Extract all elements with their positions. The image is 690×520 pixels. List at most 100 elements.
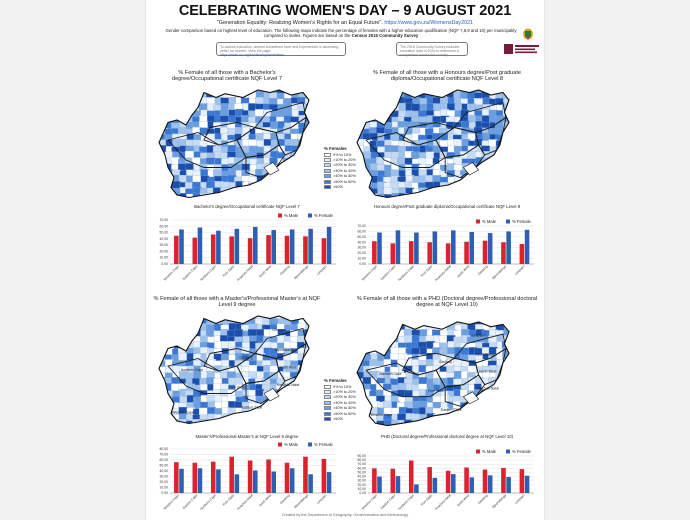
municipality — [516, 413, 525, 421]
municipality — [482, 164, 491, 172]
municipality — [504, 189, 513, 197]
municipality — [270, 182, 279, 190]
municipality — [524, 146, 533, 154]
municipality — [326, 194, 335, 202]
bar-female — [308, 474, 313, 493]
bar-female — [216, 469, 221, 493]
municipality — [207, 313, 216, 321]
municipality — [312, 342, 321, 350]
info-left-link[interactable]: https://www.un.org/en/development/desa/.… — [220, 53, 342, 57]
municipality — [524, 157, 533, 165]
bar-chart-nqf9: 0,0010,0020,0030,0040,0050,0060,0070,008… — [150, 441, 342, 513]
municipality — [349, 115, 357, 123]
municipality — [523, 336, 532, 344]
municipality — [318, 324, 327, 332]
municipality — [305, 361, 314, 369]
municipality — [356, 421, 365, 429]
municipality — [313, 318, 322, 326]
municipality — [262, 426, 271, 432]
municipality — [511, 104, 520, 112]
municipality — [517, 389, 526, 397]
municipality — [234, 427, 243, 432]
municipality — [313, 152, 322, 160]
municipality — [364, 111, 373, 119]
municipality — [539, 383, 541, 391]
municipality — [355, 414, 364, 422]
chart-legend-label: % Male — [284, 442, 299, 447]
bar-male — [427, 467, 432, 493]
municipality — [152, 359, 161, 367]
subtitle-link[interactable]: https://www.gov.za/WomensDay2021 — [384, 20, 473, 26]
municipality — [482, 402, 491, 410]
municipality — [355, 331, 364, 338]
municipality — [530, 349, 539, 357]
chart-legend-label: % Female — [512, 449, 532, 454]
municipality — [364, 318, 373, 325]
municipality — [306, 365, 315, 373]
municipality — [469, 177, 478, 185]
municipality — [151, 336, 160, 344]
y-tick-label: 60,00 — [160, 224, 169, 228]
municipality — [312, 330, 321, 338]
municipality — [469, 408, 478, 416]
municipality — [539, 157, 541, 165]
municipality — [306, 86, 315, 93]
x-tick-label: Eastern Cape — [182, 264, 199, 281]
municipality — [311, 110, 320, 118]
municipality — [276, 414, 285, 422]
municipality — [313, 147, 322, 155]
municipality — [490, 414, 499, 422]
municipality — [503, 164, 512, 172]
municipality — [538, 324, 541, 332]
municipality — [391, 86, 400, 94]
chart-legend-swatch — [476, 450, 480, 454]
municipality — [509, 396, 518, 404]
municipality — [271, 176, 280, 184]
municipality — [384, 337, 393, 345]
y-tick-label: 20,00 — [160, 480, 169, 484]
municipality — [530, 325, 539, 333]
municipality — [538, 163, 541, 171]
municipality — [523, 347, 532, 355]
y-tick-label: 60,00 — [160, 458, 169, 462]
municipality — [305, 372, 314, 380]
municipality — [496, 86, 505, 93]
municipality — [510, 116, 519, 124]
x-tick-label: KwaZulu-Natal — [434, 493, 452, 511]
municipality — [349, 104, 358, 112]
bar-female — [469, 232, 474, 264]
y-tick-label: 40,00 — [160, 469, 169, 473]
y-tick-label: 50,00 — [160, 231, 169, 235]
municipality — [312, 97, 321, 105]
municipality — [504, 414, 513, 422]
municipality — [326, 105, 335, 113]
municipality — [350, 158, 359, 166]
municipality — [539, 371, 541, 379]
municipality — [151, 318, 159, 326]
municipality — [539, 146, 541, 154]
municipality — [530, 127, 539, 135]
municipality — [221, 86, 230, 94]
municipality — [511, 325, 520, 333]
municipality — [227, 195, 236, 203]
y-tick-label: 0,00 — [359, 491, 366, 495]
municipality — [531, 395, 540, 403]
municipality — [207, 97, 216, 105]
municipality — [495, 396, 504, 404]
municipality — [440, 194, 449, 202]
chart-legend-swatch — [506, 220, 510, 224]
municipality — [305, 165, 314, 173]
x-tick-label: Gauteng — [279, 493, 291, 505]
municipality — [186, 318, 195, 326]
municipality — [517, 110, 526, 118]
municipality — [332, 115, 341, 123]
municipality — [524, 195, 533, 203]
municipality — [530, 170, 539, 178]
municipality — [152, 157, 161, 165]
municipality — [363, 92, 372, 100]
municipality — [151, 127, 160, 135]
municipality — [532, 426, 541, 434]
municipality — [152, 147, 161, 155]
municipality — [158, 182, 167, 190]
municipality — [306, 169, 315, 177]
